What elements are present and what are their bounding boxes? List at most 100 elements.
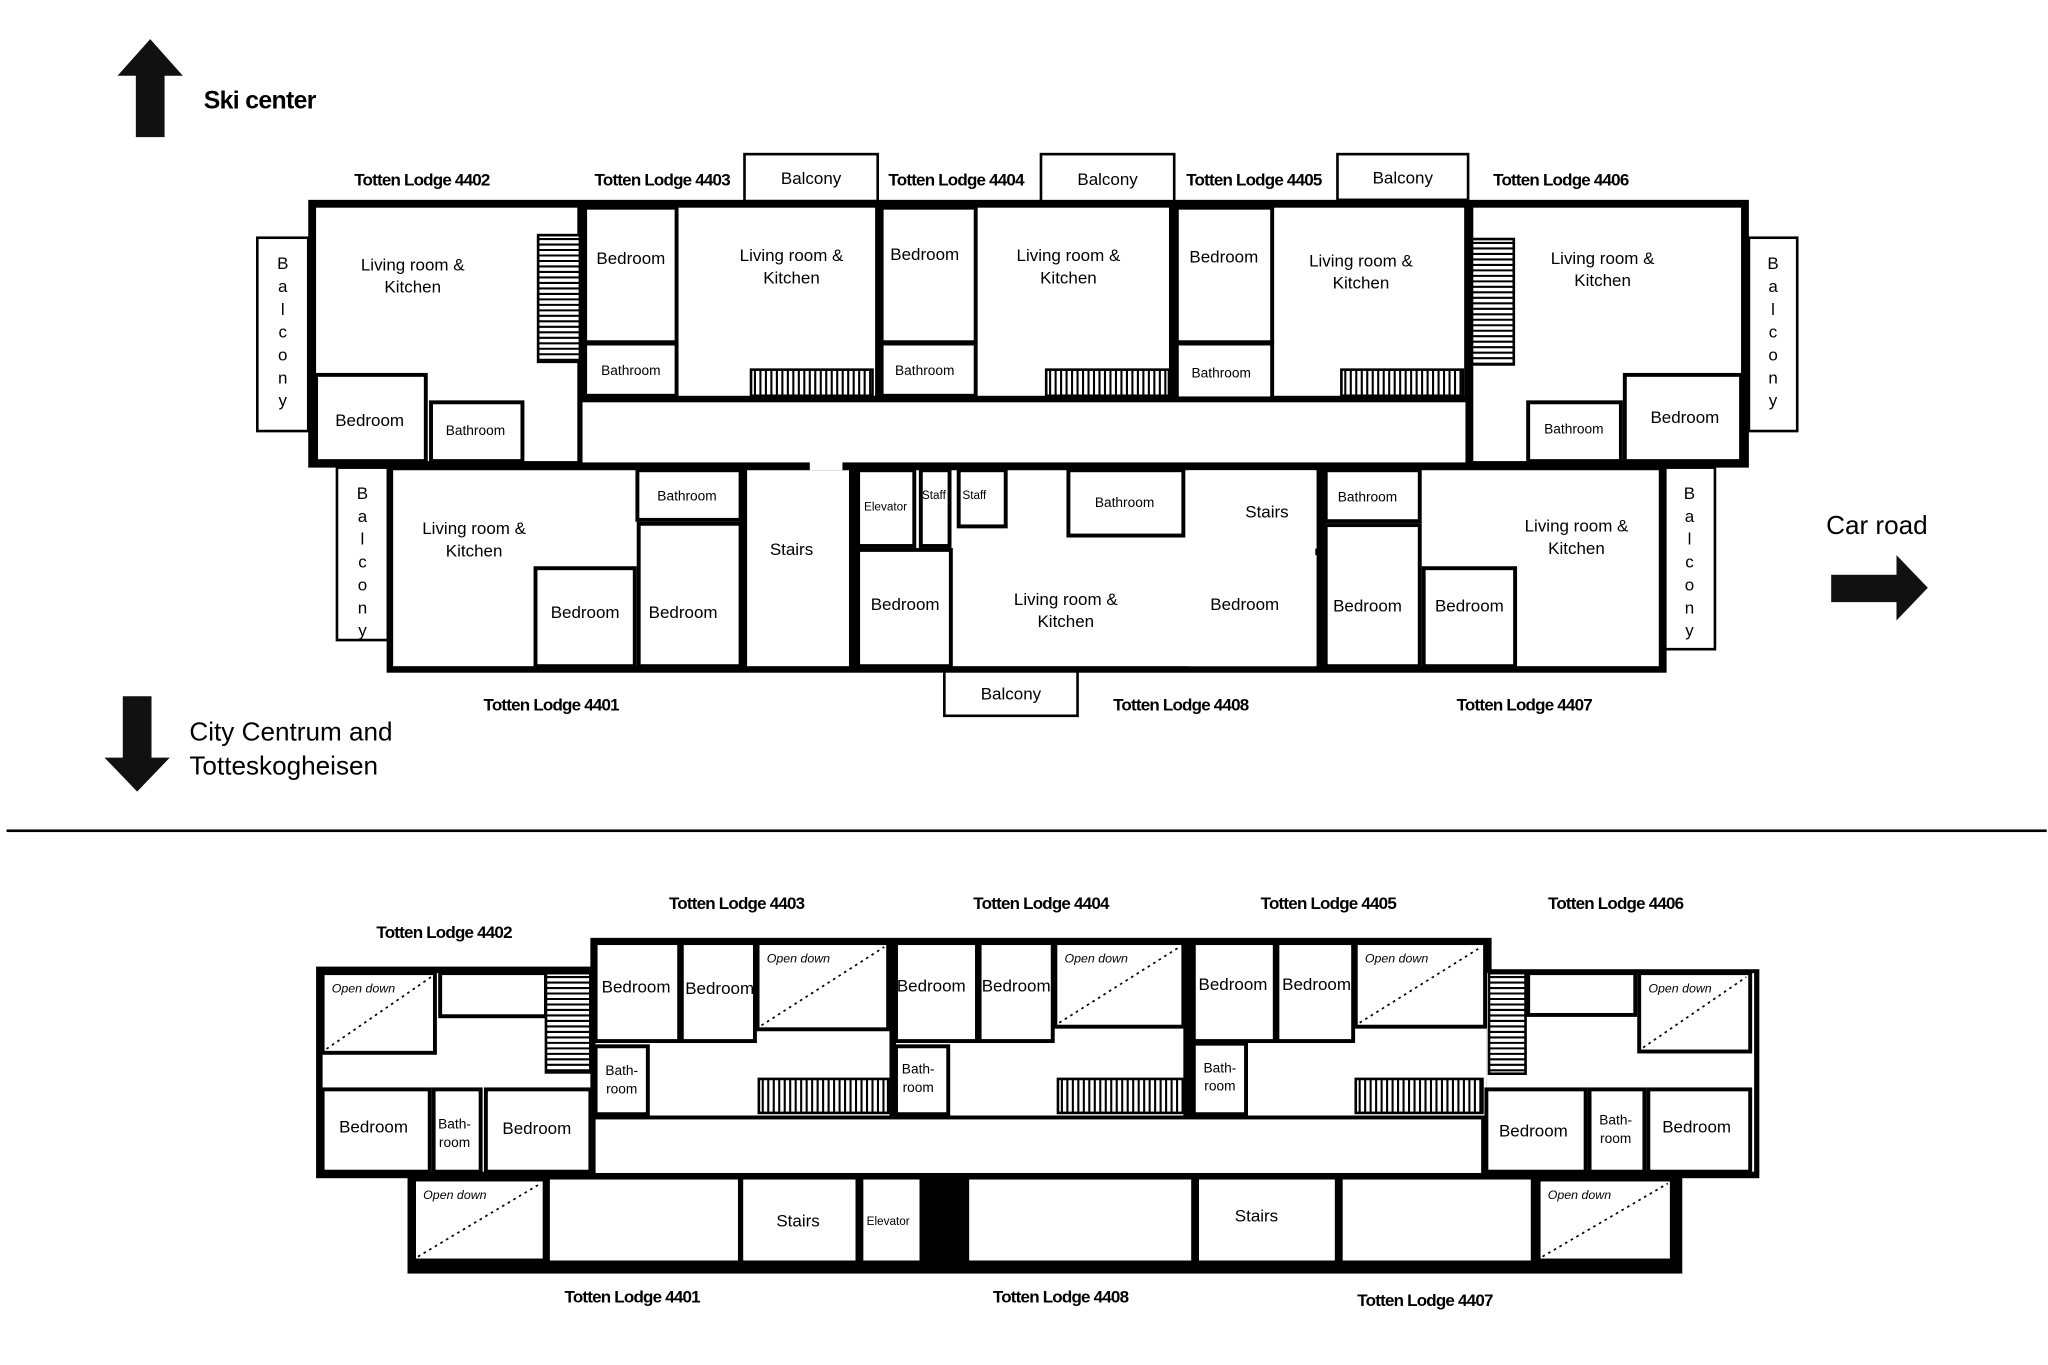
room-label: Bath-: [438, 1117, 471, 1132]
room-label: Kitchen: [1548, 539, 1605, 558]
room-label: Stairs: [770, 540, 813, 559]
balcony-letter: B: [1684, 484, 1695, 503]
room-label: Bedroom: [890, 245, 959, 264]
elevator: [856, 468, 917, 548]
room-label: Staff: [962, 489, 987, 502]
room-label: Kitchen: [1037, 612, 1094, 631]
bedroom: [593, 941, 682, 1044]
bedroom: [1646, 1087, 1753, 1174]
balcony-letter: c: [358, 553, 367, 572]
balcony-letter: n: [358, 598, 367, 617]
room-label: Bath-: [605, 1063, 638, 1078]
north-label: Ski center: [204, 87, 317, 114]
room-label: room: [439, 1135, 470, 1150]
balcony-letter: B: [357, 484, 368, 503]
room-label: Bedroom: [602, 978, 671, 997]
room-label: Bedroom: [685, 979, 754, 998]
bedroom: [856, 547, 953, 669]
room-label: Bath-: [1204, 1060, 1237, 1075]
room-label: Bedroom: [871, 595, 940, 614]
room-label: Bedroom: [1435, 596, 1504, 615]
lodge-label: Totten Lodge 4404: [973, 894, 1110, 913]
stairs: [1056, 1077, 1185, 1115]
lodge-label: Totten Lodge 4406: [1493, 170, 1629, 189]
open-down-diagonal: [1542, 1182, 1669, 1258]
stairs: [743, 1179, 856, 1261]
bedroom: [1191, 941, 1277, 1044]
room-label: Kitchen: [1574, 271, 1631, 290]
room-label: Bathroom: [657, 488, 716, 503]
bedroom: [314, 372, 428, 464]
room-label: Bedroom: [1333, 596, 1402, 615]
bathroom: [879, 341, 978, 398]
bedroom: [1484, 1087, 1588, 1174]
room-label: Bedroom: [335, 411, 404, 430]
room: [1526, 971, 1638, 1017]
lodge-label: Totten Lodge 4403: [595, 170, 731, 189]
balcony: [1336, 152, 1470, 202]
balcony-letter: B: [1767, 254, 1778, 273]
balcony-letter: l: [1688, 530, 1692, 549]
open-down-label: Open down: [1548, 1188, 1611, 1202]
room-label: Bedroom: [596, 249, 665, 268]
lodge-label: Totten Lodge 4407: [1457, 696, 1593, 715]
south-label-line2: Totteskogheisen: [189, 751, 378, 781]
arrow-down-icon: [104, 696, 170, 792]
east-label: Car road: [1826, 510, 1928, 540]
room-label: Staff: [922, 489, 947, 502]
room: [969, 1179, 1192, 1261]
balcony-letter: l: [1771, 300, 1775, 319]
balcony: [335, 466, 390, 642]
bedroom: [1421, 566, 1518, 669]
bedroom: [533, 566, 637, 669]
room-label: Bedroom: [339, 1117, 408, 1136]
room-label: Bathroom: [601, 363, 660, 378]
room-label: Living room &: [1017, 246, 1121, 265]
balcony-letter: a: [358, 507, 368, 526]
balcony-label: Balcony: [1373, 169, 1434, 188]
room-label: Stairs: [776, 1212, 819, 1231]
balcony-label: Balcony: [1077, 170, 1138, 189]
corridor: [582, 402, 1466, 463]
open-down-label: Open down: [767, 952, 830, 966]
room-label: Kitchen: [446, 541, 503, 560]
bathroom: [1066, 468, 1186, 538]
divider: [6, 829, 2047, 833]
room-label: Bathroom: [1095, 495, 1154, 510]
balcony-letter: l: [361, 530, 365, 549]
room-label: Bedroom: [1189, 248, 1258, 267]
balcony: [256, 236, 310, 433]
room-label: Kitchen: [384, 278, 441, 297]
bedroom: [1174, 205, 1275, 345]
room-label: Bedroom: [897, 976, 966, 995]
bedroom: [1275, 941, 1356, 1044]
room-label: room: [903, 1080, 934, 1095]
room-label: Bedroom: [551, 603, 620, 622]
bathroom: [1174, 341, 1275, 401]
balcony: [1039, 152, 1176, 204]
open-down-area: [412, 1177, 547, 1263]
open-down-diagonal: [1058, 946, 1180, 1024]
balcony-letter: c: [1685, 553, 1694, 572]
staff-room: [918, 468, 952, 548]
stairs: [1044, 368, 1171, 398]
stairs: [747, 470, 849, 667]
open-down-label: Open down: [1365, 952, 1428, 966]
balcony: [1747, 236, 1799, 433]
room-label: room: [1600, 1131, 1631, 1146]
open-down-area: [320, 971, 437, 1055]
bedroom: [1323, 523, 1422, 669]
stairs: [1199, 1179, 1335, 1261]
bathroom: [431, 1087, 483, 1174]
open-down-label: Open down: [1064, 952, 1127, 966]
room-label: Kitchen: [1333, 274, 1390, 293]
lodge-label: Totten Lodge 4401: [484, 696, 620, 715]
balcony-letter: l: [281, 300, 285, 319]
corridor: [595, 1119, 1482, 1173]
open-down-diagonal: [1359, 946, 1482, 1024]
room-label: Bathroom: [1192, 365, 1251, 380]
balcony-letter: y: [279, 391, 288, 410]
open-down-diagonal: [417, 1182, 542, 1258]
balcony-letter: o: [278, 346, 287, 365]
room-label: Elevator: [867, 1215, 910, 1228]
